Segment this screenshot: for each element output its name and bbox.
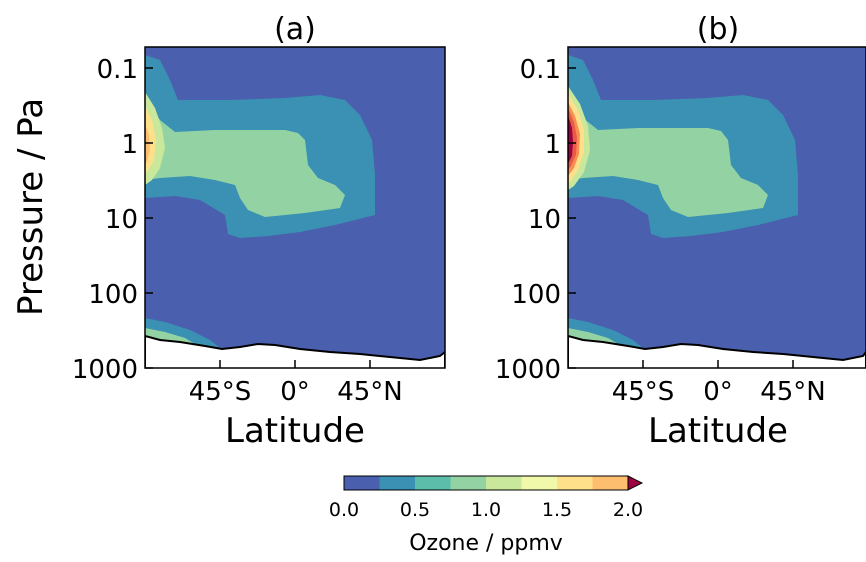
panel-b-xtick-45N: 45°N [760,377,826,407]
colorbar-label: Ozone / ppmv [409,531,563,556]
panel-a-xaxis: 45°S 0° 45°N [189,360,403,407]
panel-a-ytick-1000: 1000 [72,355,138,385]
panel-b-xtick-45S: 45°S [612,377,675,407]
colorbar-cell [379,476,416,490]
panel-b-xlabel: Latitude [648,411,788,451]
panel-a-ytick-10: 10 [105,205,138,235]
colorbar-cell [486,476,522,490]
colorbar-cell [344,476,380,490]
panel-a-title: (a) [274,12,316,47]
panel-b-frame [567,46,866,369]
panel-b-ytick-10: 10 [528,205,561,235]
colorbar-cell [521,476,558,490]
panel-a-xlabel: Latitude [225,411,365,451]
colorbar-cells [344,476,629,490]
colorbar-cell [450,476,487,490]
colorbar-tick-1: 0.5 [400,499,430,521]
panel-a-xtick-45S: 45°S [189,377,252,407]
panel-b-yaxis: 0.1 1 10 100 1000 [495,55,576,385]
panel-b-ytick-0.1: 0.1 [520,55,561,85]
panel-b-xtick-0: 0° [703,377,733,407]
colorbar-ticks: 0.0 0.5 1.0 1.5 2.0 [329,499,643,521]
panel-b-plot-area [568,47,866,368]
colorbar: 0.0 0.5 1.0 1.5 2.0 Ozone / ppmv [329,475,644,556]
panel-a-ylabel: Pressure / Pa [11,98,51,316]
panel-a-xtick-0: 0° [280,377,310,407]
colorbar-extend-arrow [627,475,644,491]
panel-a-contour-0-5 [145,100,345,217]
panel-b-ytick-1000: 1000 [495,355,561,385]
panel-a-ytick-0.1: 0.1 [97,55,138,85]
panel-a-xtick-45N: 45°N [337,377,403,407]
panel-a: (a) 0.1 1 10 100 [11,12,446,451]
panel-a-plot-area [145,47,445,368]
panel-a-yaxis: 0.1 1 10 100 1000 [72,55,153,385]
colorbar-tick-4: 2.0 [613,499,643,521]
panel-a-contour-1-25 [145,124,150,164]
panel-b-xaxis: 45°S 0° 45°N [612,360,826,407]
panel-a-ytick-1: 1 [121,130,138,160]
colorbar-cell [592,476,629,490]
colorbar-cell [557,476,593,490]
panel-b: (b) 0.1 1 10 100 1000 [495,12,866,451]
panel-b-contour-0-5 [568,96,768,217]
colorbar-tick-2: 1.0 [471,499,501,521]
colorbar-tick-0: 0.0 [329,499,359,521]
panel-b-title: (b) [697,12,739,47]
panel-b-ytick-1: 1 [544,130,561,160]
colorbar-tick-3: 1.5 [542,499,572,521]
panel-a-ytick-100: 100 [88,280,138,310]
colorbar-cell [415,476,451,490]
colorbar-frame [343,475,629,491]
panel-b-ytick-100: 100 [511,280,561,310]
panel-b-contour-1-75 [568,115,573,163]
